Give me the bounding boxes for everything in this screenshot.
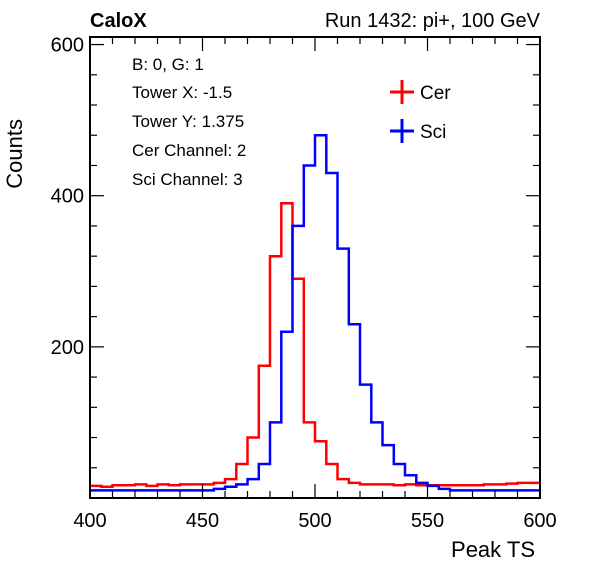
x-tick-label: 550 [411,510,444,532]
x-tick-label: 600 [523,510,556,532]
header-right-label: Run 1432: pi+, 100 GeV [325,10,541,32]
y-tick-label: 400 [51,186,84,208]
series-line-cer [90,202,540,488]
x-tick-label: 400 [73,510,106,532]
info-line-cer-channel: Cer Channel: 2 [132,141,246,160]
header-left-label: CaloX [90,10,147,32]
info-box: B: 0, G: 1 Tower X: -1.5 Tower Y: 1.375 … [132,55,246,189]
series-line-sci [90,133,540,492]
series-layer [90,133,540,492]
legend-label-cer: Cer [420,83,451,104]
y-tick-label: 600 [51,35,84,57]
legend-label-sci: Sci [420,122,446,143]
y-tick-label: 200 [51,337,84,359]
info-line-tower-y: Tower Y: 1.375 [132,112,244,131]
info-line-bank-group: B: 0, G: 1 [132,55,204,74]
axes-layer: 400 450 500 550 600 200 400 600 [51,35,557,532]
info-line-sci-channel: Sci Channel: 3 [132,170,243,189]
x-tick-label: 450 [186,510,219,532]
info-line-tower-x: Tower X: -1.5 [132,83,232,102]
legend-marker-sci [390,119,414,143]
legend-marker-cer [390,80,414,104]
legend: Cer Sci [390,80,451,143]
x-tick-label: 500 [298,510,331,532]
y-axis-label: Counts [2,119,27,189]
x-axis-label: Peak TS [451,537,535,562]
